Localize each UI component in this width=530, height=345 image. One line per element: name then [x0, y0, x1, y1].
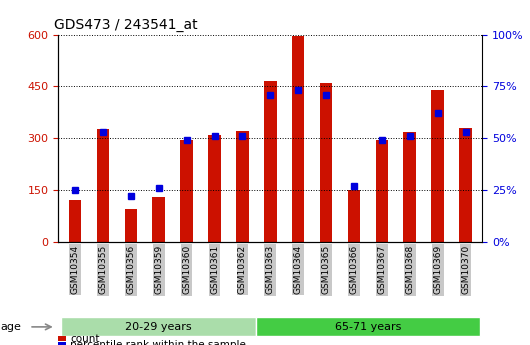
Text: GSM10360: GSM10360 [182, 245, 191, 294]
Text: GSM10369: GSM10369 [433, 245, 442, 294]
Bar [376, 140, 388, 242]
Text: percentile rank within the sample: percentile rank within the sample [70, 340, 246, 345]
Text: GSM10356: GSM10356 [126, 245, 135, 294]
Bar [236, 131, 249, 241]
Text: GSM10365: GSM10365 [322, 245, 331, 294]
Bar [460, 128, 472, 241]
Bar [320, 83, 332, 242]
Text: GSM10361: GSM10361 [210, 245, 219, 294]
Bar [348, 190, 360, 242]
Text: GSM10363: GSM10363 [266, 245, 275, 294]
Bar [96, 129, 109, 242]
Bar [431, 90, 444, 242]
Text: GSM10366: GSM10366 [349, 245, 358, 294]
Text: count: count [70, 334, 100, 344]
Text: GSM10370: GSM10370 [461, 245, 470, 294]
Text: 65-71 years: 65-71 years [335, 322, 401, 332]
Text: GSM10354: GSM10354 [70, 245, 80, 294]
Bar [208, 135, 221, 242]
Text: GDS473 / 243541_at: GDS473 / 243541_at [54, 18, 198, 32]
Bar [403, 132, 416, 241]
Bar [180, 140, 193, 242]
Text: GSM10367: GSM10367 [377, 245, 386, 294]
Bar [69, 200, 81, 242]
Text: GSM10368: GSM10368 [405, 245, 414, 294]
Bar [292, 36, 304, 241]
Text: GSM10355: GSM10355 [99, 245, 108, 294]
Text: age: age [0, 322, 21, 332]
Text: GSM10364: GSM10364 [294, 245, 303, 294]
Text: GSM10362: GSM10362 [238, 245, 247, 294]
Text: 20-29 years: 20-29 years [126, 322, 192, 332]
Bar [264, 81, 277, 241]
Bar [153, 197, 165, 241]
Bar [125, 209, 137, 242]
Text: GSM10359: GSM10359 [154, 245, 163, 294]
